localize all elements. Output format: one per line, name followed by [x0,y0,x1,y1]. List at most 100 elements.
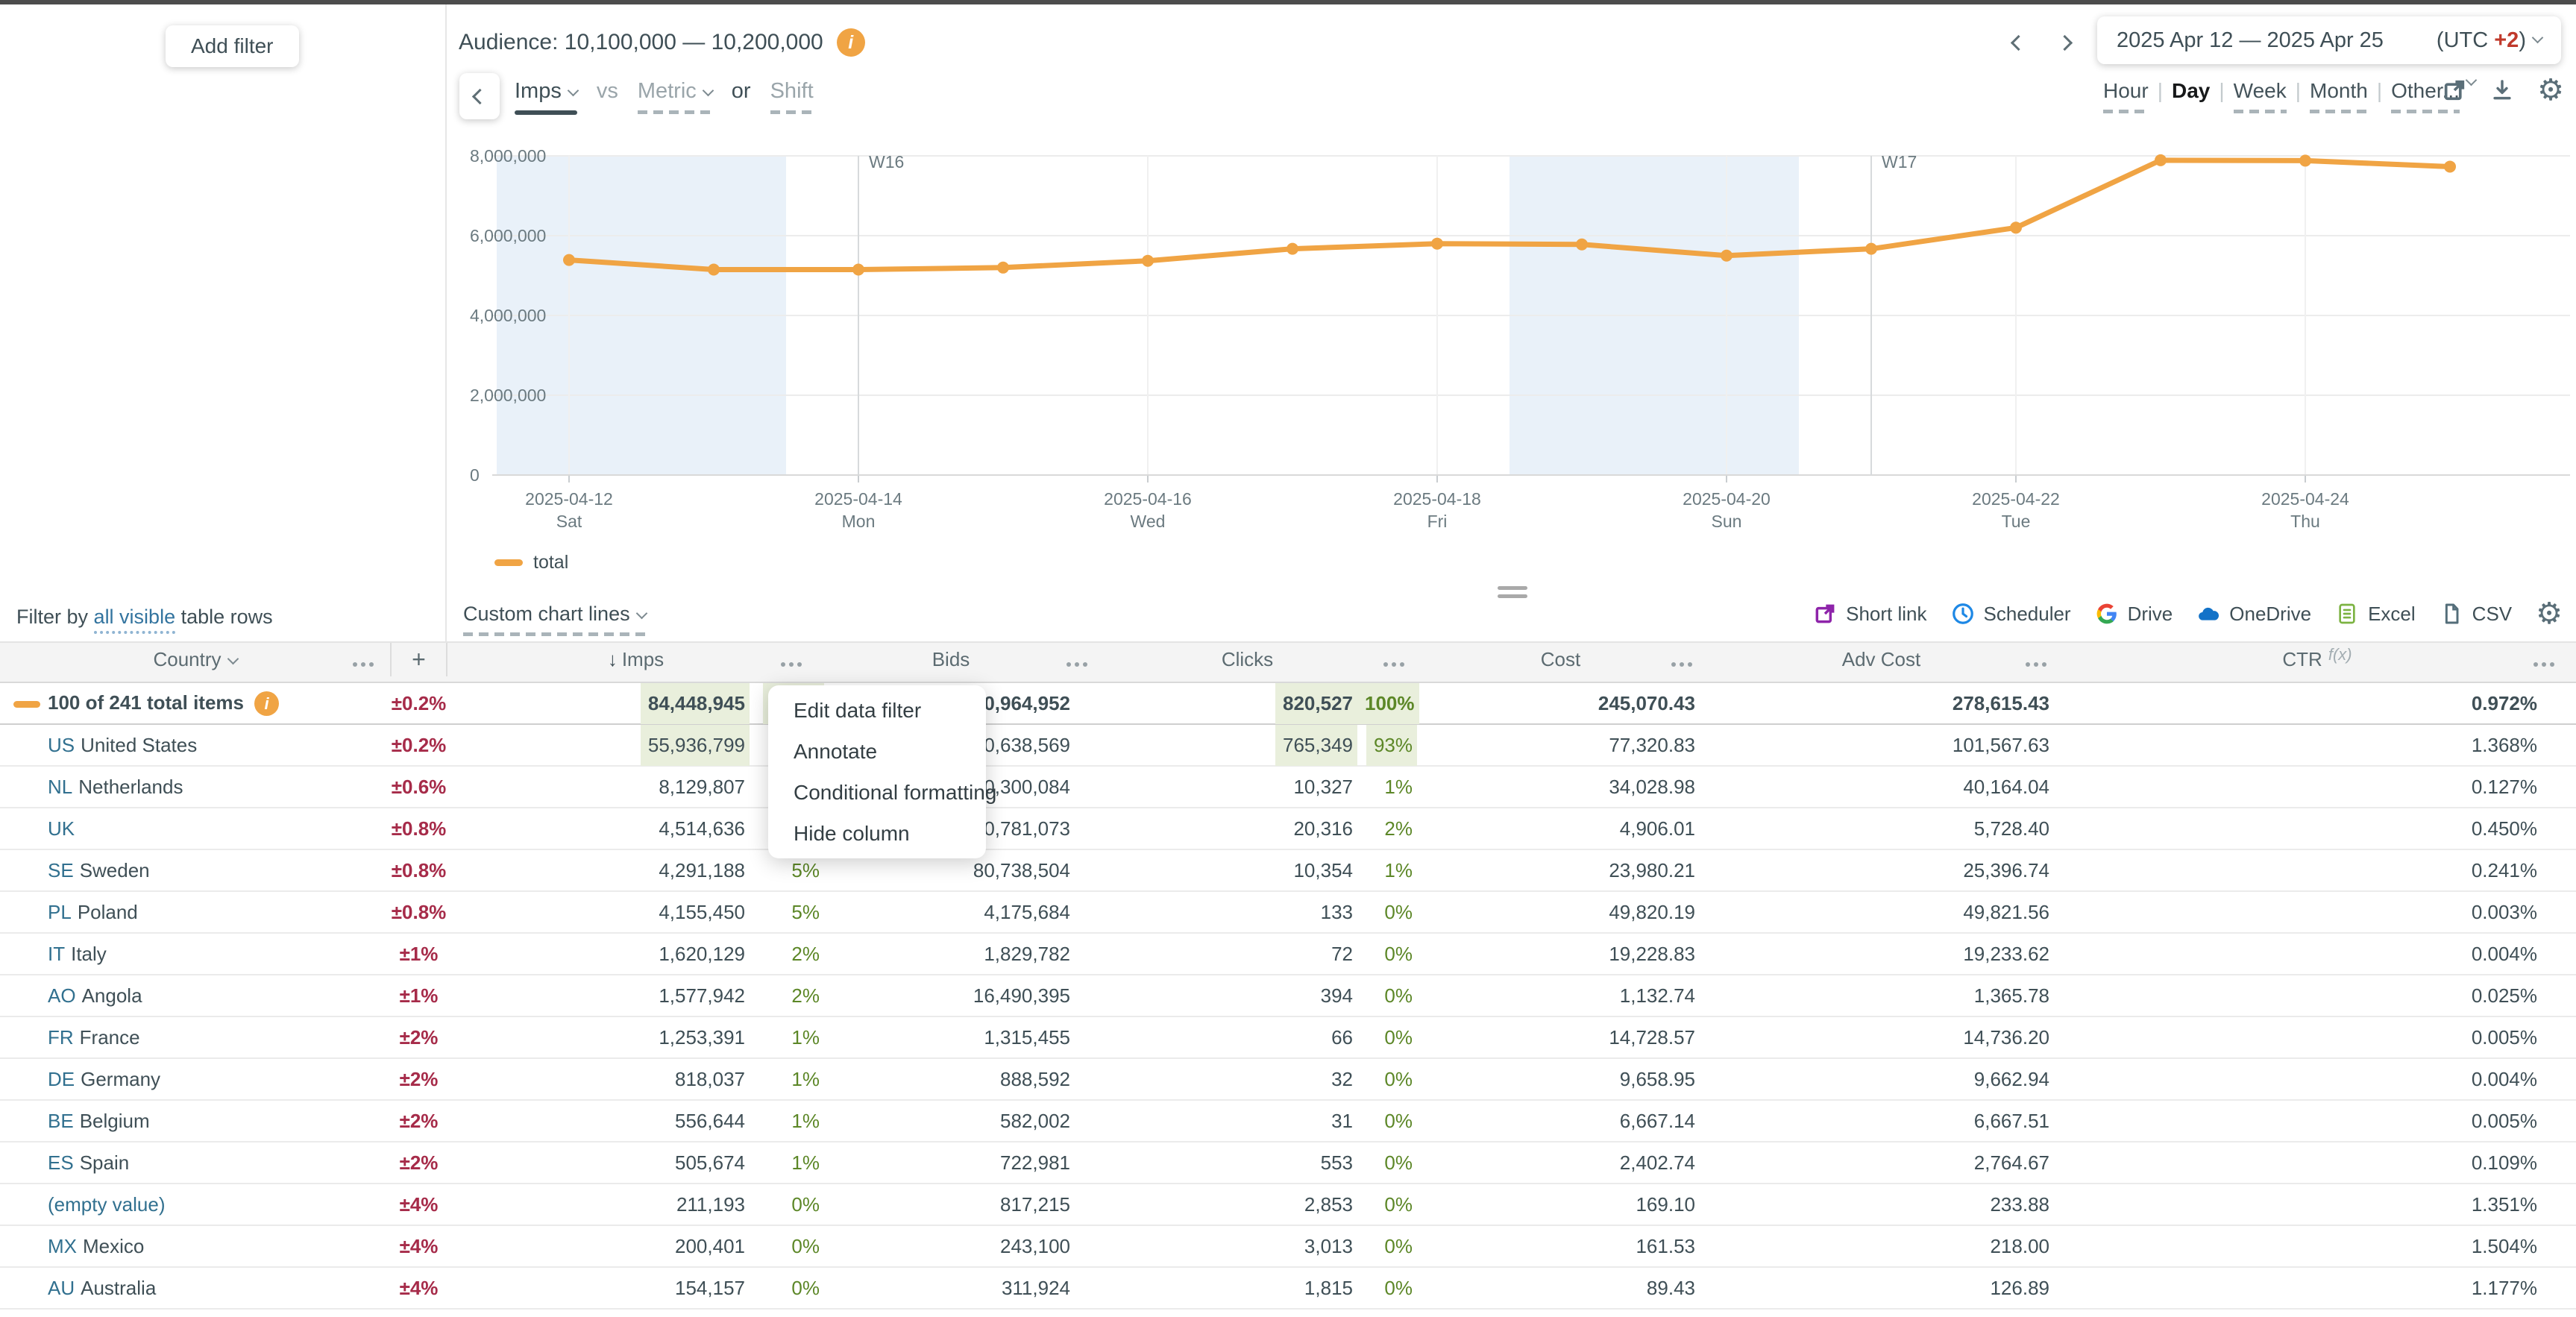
total-info-icon[interactable]: i [254,691,279,717]
bids-cell: 722,981 [1000,1151,1070,1174]
excel-button[interactable]: Excel [2335,602,2416,626]
add-column-button[interactable]: + [390,643,447,676]
imps-cell: 55,936,799 [447,725,750,766]
utc-offset-label: (UTC +2) [2436,28,2526,52]
chevron-down-icon [227,653,239,665]
menu-item-edit-data-filter[interactable]: Edit data filter [794,698,922,722]
table-row: MX Mexico ±4% 200,401 0% 243,100 3,013 0% 161.53… [0,1226,2576,1268]
menu-item-hide-column[interactable]: Hide column [794,821,910,845]
country-cell[interactable]: IT Italy [48,943,107,965]
primary-metric-dropdown[interactable]: Imps [515,79,579,115]
country-cell[interactable]: DE Germany [48,1068,161,1090]
date-range-picker[interactable]: 2025 Apr 12 — 2025 Apr 25 (UTC +2) [2097,16,2561,64]
table-header-row: Country + ↓ Imps Bids Clicks Cost Adv Cos… [0,641,2576,683]
short-link-button[interactable]: Short link [1813,602,1927,626]
audience-info-icon[interactable]: i [836,28,865,57]
svg-text:Tue: Tue [2002,512,2031,531]
column-header-bids[interactable]: Bids [932,647,970,670]
chart-settings-gear-icon[interactable]: ⚙ [2537,74,2564,107]
ctr-cell: 0.127% [2471,776,2537,798]
download-icon[interactable] [2489,78,2515,103]
adv-cost-cell: 101,567.63 [1952,734,2049,756]
legend-item-total[interactable]: total [494,552,568,573]
menu-item-annotate[interactable]: Annotate [794,739,878,763]
column-menu-icon[interactable] [1671,662,1692,667]
country-cell[interactable]: (empty value) [48,1193,166,1216]
cost-cell: 6,667.14 [1619,1110,1695,1132]
imps-pct-cell: 0% [791,1235,820,1257]
country-cell[interactable]: AU Australia [48,1277,157,1299]
cost-cell: 14,728.57 [1609,1026,1695,1049]
imps-cell: 200,401 [675,1235,745,1257]
date-prev-button[interactable] [2000,24,2036,61]
granularity-month[interactable]: Month [2310,79,2368,113]
uncertainty-cell: ±2% [399,1151,439,1174]
csv-file-icon [2440,602,2463,626]
country-cell[interactable]: 100 of 241 total items i [0,691,390,717]
cost-cell: 49,820.19 [1609,901,1695,923]
granularity-week[interactable]: Week [2234,79,2287,113]
column-header-ctr[interactable]: CTR f(x) [2282,644,2352,670]
custom-chart-lines-dropdown[interactable]: Custom chart lines [463,603,647,636]
country-cell[interactable]: BE Belgium [48,1110,150,1132]
adv-cost-cell: 25,396.74 [1963,859,2049,881]
drive-button[interactable]: Drive [2095,602,2173,626]
date-next-button[interactable] [2046,24,2082,61]
onedrive-button[interactable]: OneDrive [2196,602,2311,626]
scheduler-button[interactable]: Scheduler [1951,602,2071,626]
secondary-metric-dropdown[interactable]: Metric [638,79,714,114]
adv-cost-cell: 6,667.51 [1973,1110,2049,1132]
ctr-cell: 0.972% [2471,692,2537,714]
shift-toggle[interactable]: Shift [770,79,814,114]
country-cell[interactable]: PL Poland [48,901,138,923]
top-border [0,0,2576,4]
imps-cell: 84,448,945 [447,683,750,724]
table-settings-gear-icon[interactable]: ⚙ [2536,597,2563,630]
chart-back-button[interactable] [459,73,500,119]
cost-cell: 34,028.98 [1609,776,1695,798]
granularity-hour[interactable]: Hour [2103,79,2149,113]
ctr-cell: 0.241% [2471,859,2537,881]
column-menu-icon[interactable] [1383,662,1404,667]
column-menu-icon[interactable] [353,662,374,667]
column-menu-icon[interactable] [781,662,802,667]
column-menu-icon[interactable] [2533,662,2554,667]
column-header-country[interactable]: Country [0,648,390,671]
granularity-day[interactable]: Day [2171,79,2211,102]
csv-button[interactable]: CSV [2440,602,2512,626]
open-in-new-icon[interactable] [2442,78,2467,103]
country-cell[interactable]: UK [48,817,75,840]
adv-cost-cell: 218.00 [1990,1235,2049,1257]
country-cell[interactable]: NL Netherlands [48,776,183,798]
clicks-pct-cell: 100% [1357,683,1419,724]
country-cell[interactable]: ES Spain [48,1151,130,1174]
clicks-cell: 3,013 [1304,1235,1353,1257]
column-header-clicks[interactable]: Clicks [1221,647,1274,670]
svg-text:2025-04-12: 2025-04-12 [525,489,613,509]
ctr-cell: 0.005% [2471,1026,2537,1049]
column-header-adv-cost[interactable]: Adv Cost [1841,647,1921,670]
chart-resize-handle[interactable] [1498,586,1527,603]
country-cell[interactable]: AO Angola [48,984,142,1007]
column-menu-icon[interactable] [1066,662,1087,667]
column-menu-icon[interactable] [2026,662,2046,667]
country-cell[interactable]: SE Sweden [48,859,150,881]
formula-icon: f(x) [2328,644,2352,664]
or-label: or [731,79,751,103]
country-cell[interactable]: FR France [48,1026,140,1049]
imps-pct-cell: 2% [791,943,820,965]
add-filter-button[interactable]: Add filter [166,25,299,67]
bids-cell: 582,002 [1000,1110,1070,1132]
country-cell[interactable]: US United States [48,734,198,756]
column-header-imps[interactable]: ↓ Imps [607,647,665,670]
imps-pct-cell: 5% [791,859,820,881]
table-row: FR France ±2% 1,253,391 1% 1,315,455 66 0% 14,72… [0,1017,2576,1059]
clicks-pct-cell: 0% [1384,1277,1413,1299]
table-row: PL Poland ±0.8% 4,155,450 5% 4,175,684 133 0% 49… [0,892,2576,934]
menu-item-conditional-formatting[interactable]: Conditional formatting [794,780,997,804]
country-cell[interactable]: MX Mexico [48,1235,145,1257]
clicks-cell: 765,349 [1078,725,1357,766]
column-header-cost[interactable]: Cost [1540,647,1581,670]
adv-cost-cell: 14,736.20 [1963,1026,2049,1049]
all-visible-link[interactable]: all visible [93,606,176,634]
